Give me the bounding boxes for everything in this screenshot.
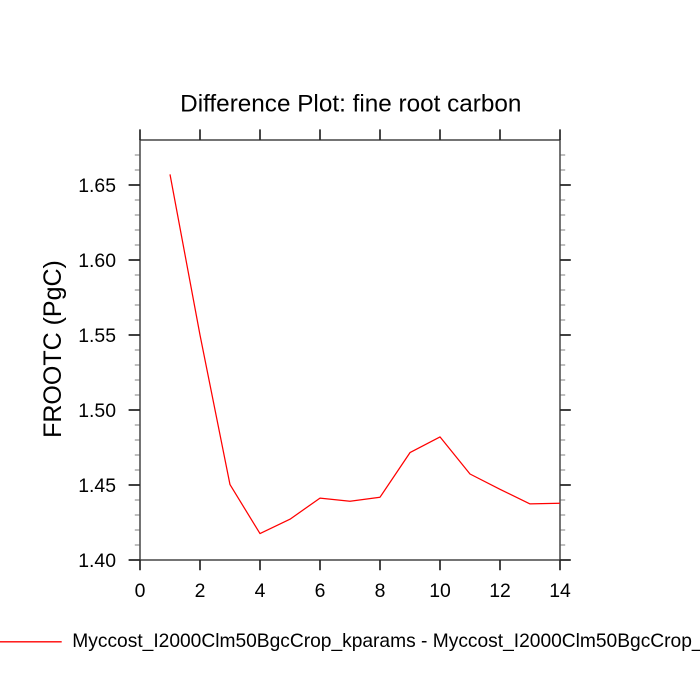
svg-text:1.60: 1.60 (78, 250, 116, 272)
svg-text:1.65: 1.65 (78, 175, 116, 197)
svg-text:6: 6 (315, 580, 326, 602)
svg-text:Myccost_I2000Clm50BgcCrop_kpar: Myccost_I2000Clm50BgcCrop_kparams - Mycc… (72, 631, 700, 652)
svg-text:14: 14 (549, 580, 571, 602)
svg-text:12: 12 (489, 580, 511, 602)
svg-text:8: 8 (375, 580, 386, 602)
svg-text:1.55: 1.55 (78, 325, 116, 347)
svg-text:FROOTC (PgC): FROOTC (PgC) (39, 260, 67, 438)
svg-text:1.45: 1.45 (78, 475, 116, 497)
svg-text:0: 0 (135, 580, 146, 602)
svg-text:Difference Plot: fine root car: Difference Plot: fine root carbon (180, 91, 521, 118)
svg-text:4: 4 (255, 580, 266, 602)
svg-text:1.40: 1.40 (78, 550, 116, 572)
svg-text:10: 10 (429, 580, 451, 602)
svg-text:1.50: 1.50 (78, 400, 116, 422)
svg-text:2: 2 (195, 580, 206, 602)
